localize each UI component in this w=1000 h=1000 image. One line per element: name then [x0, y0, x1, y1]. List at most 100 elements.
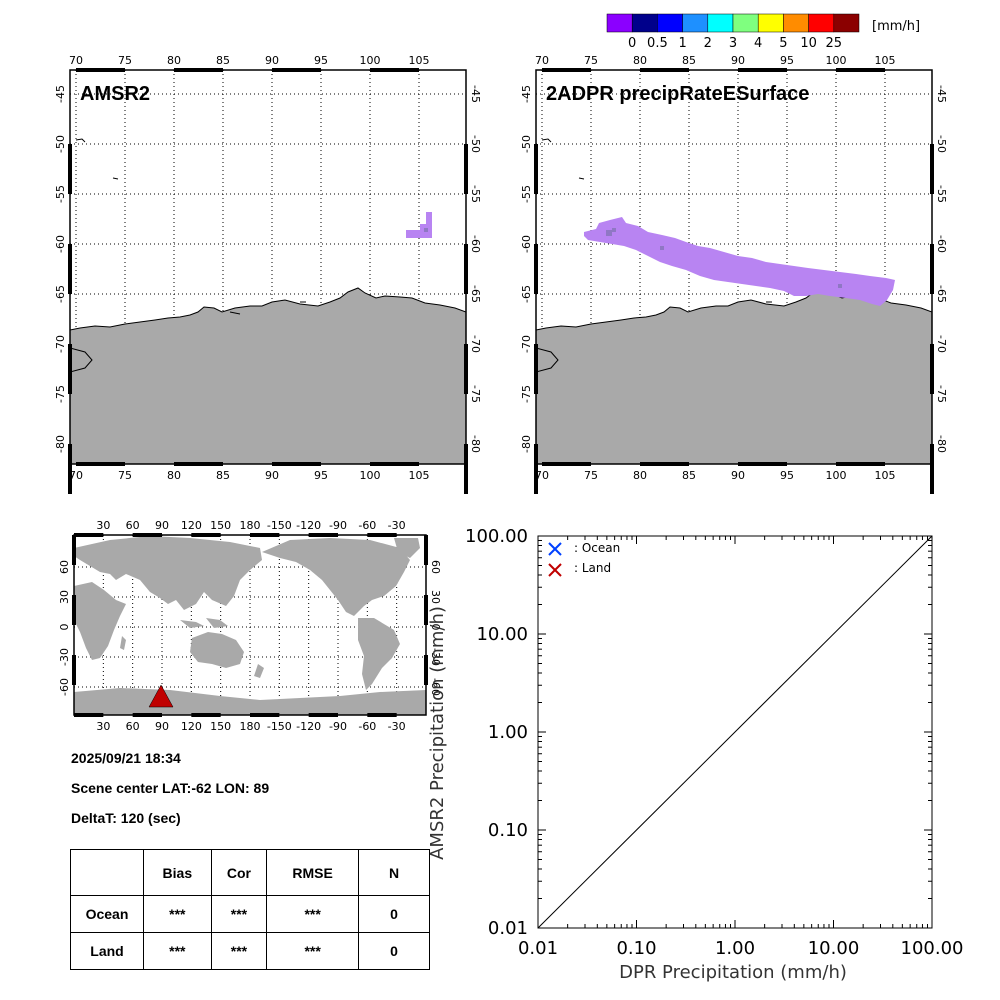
lat-tick-label: -70: [935, 335, 948, 353]
frame-bar: [424, 595, 428, 625]
lat-tick-label: -55: [935, 185, 948, 203]
lat-tick-label: -80: [935, 435, 948, 453]
world-lon-tick-label: 30: [96, 720, 110, 733]
lat-tick-label: -60: [54, 235, 67, 253]
legend-ocean-marker: [548, 542, 562, 556]
frame-bar: [367, 533, 397, 537]
lat-tick-label: -45: [54, 85, 67, 103]
frame-bar: [68, 444, 72, 494]
lat-tick-label: -70: [469, 335, 482, 353]
lon-tick-label: 70: [69, 54, 83, 67]
y-tick-label: 1.00: [488, 722, 528, 743]
world-lat-tick-label: 60: [429, 560, 442, 574]
world-lon-tick-label: 90: [155, 720, 169, 733]
legend-land-marker: [548, 563, 562, 577]
frame-bar: [534, 244, 538, 294]
frame-bar: [74, 713, 104, 717]
lat-tick-label: -45: [520, 85, 533, 103]
world-map: 30 30 60 60 90 90 120 120 150 150 180 180 -150 -150 -1…: [58, 519, 442, 733]
frame-bar: [191, 713, 221, 717]
frame-bar: [424, 655, 428, 685]
bias-value: ***: [143, 895, 212, 933]
world-lon-tick-label: -150: [267, 720, 292, 733]
legend-land-label: : Land: [574, 561, 611, 575]
lon-tick-label: 85: [682, 469, 696, 482]
lon-tick-label: 105: [875, 54, 896, 67]
lon-tick-label: 90: [731, 469, 745, 482]
lon-tick-label: 80: [633, 54, 647, 67]
lon-tick-label: 90: [731, 54, 745, 67]
lat-tick-label: -70: [520, 335, 533, 353]
world-lon-tick-label: 180: [240, 519, 261, 532]
africa-land: [74, 582, 126, 660]
datetime-text: 2025/09/21 18:34: [71, 750, 181, 766]
world-lon-tick-label: 120: [181, 519, 202, 532]
colorbar-swatch: [783, 13, 809, 33]
frame-bar: [308, 533, 338, 537]
bias-value: ***: [143, 932, 212, 970]
frame-bar: [72, 535, 76, 565]
panel-title-dpr: 2ADPR precipRateESurface: [546, 83, 809, 105]
lon-tick-label: 85: [216, 469, 230, 482]
frame-bar: [738, 68, 787, 72]
frame-bar: [534, 444, 538, 494]
frame-bar: [272, 462, 321, 466]
colorbar: 0 0.5 1 2 3 4 5 10 25 [mm/h]: [606, 13, 920, 51]
lat-tick-label: -75: [935, 385, 948, 403]
x-tick-label: 10.00: [808, 938, 860, 959]
frame-bar: [464, 444, 468, 494]
lat-tick-label: -55: [469, 185, 482, 203]
world-lon-tick-label: -120: [296, 519, 321, 532]
lat-tick-label: -50: [935, 135, 948, 153]
antarctica-land: [536, 287, 932, 464]
frame-bar: [74, 533, 104, 537]
row-label: Ocean: [70, 895, 144, 933]
frame-bar: [464, 244, 468, 294]
colorbar-swatch: [833, 13, 860, 33]
lon-tick-label: 105: [409, 469, 430, 482]
world-lon-tick-label: 30: [96, 519, 110, 532]
frame-bar: [738, 462, 787, 466]
lon-tick-label: 100: [360, 54, 381, 67]
frame-bar: [424, 535, 428, 565]
world-lon-tick-label: 120: [181, 720, 202, 733]
frame-bar: [272, 68, 321, 72]
colorbar-tick-label: 0.5: [647, 36, 668, 51]
frame-bar: [72, 655, 76, 685]
colorbar-tick-label: 1: [678, 36, 686, 51]
scatter-plot: 0.01 0.10 1.00 10.00 100.00 0.01 0.10 1.00 10.0…: [427, 526, 963, 983]
world-lat-tick-label: -30: [429, 648, 442, 666]
frame-bar: [464, 344, 468, 394]
stats-header-cor: Cor: [210, 849, 268, 896]
panel-title-amsr2: AMSR2: [80, 83, 150, 105]
colorbar-tick-label: 5: [779, 36, 787, 51]
lat-tick-label: -60: [520, 235, 533, 253]
lat-tick-label: -55: [54, 185, 67, 203]
world-lon-tick-label: 150: [210, 519, 231, 532]
lon-tick-label: 75: [584, 469, 598, 482]
stats-header-bias: Bias: [143, 849, 212, 896]
amsr2-precip-strip: [426, 212, 432, 232]
world-lat-tick-label: 30: [58, 590, 71, 604]
lat-tick-label: -50: [469, 135, 482, 153]
frame-bar: [68, 244, 72, 294]
colorbar-swatch: [606, 13, 633, 33]
lat-tick-label: -75: [469, 385, 482, 403]
stats-row-ocean: Ocean *** *** *** 0: [70, 895, 430, 933]
rmse-value: ***: [266, 895, 359, 933]
lat-tick-label: -60: [469, 235, 482, 253]
stats-row-land: Land *** *** *** 0: [70, 932, 430, 970]
lon-tick-label: 70: [535, 54, 549, 67]
frame-bar: [308, 713, 338, 717]
colorbar-swatch: [808, 13, 835, 33]
lat-tick-label: -70: [54, 335, 67, 353]
lon-tick-label: 80: [633, 469, 647, 482]
lon-tick-label: 70: [535, 469, 549, 482]
colorbar-swatch: [631, 13, 658, 33]
lat-tick-label: -60: [935, 235, 948, 253]
delta-t-text: DeltaT: 120 (sec): [71, 810, 181, 826]
frame-bar: [68, 344, 72, 394]
x-tick-label: 1.00: [715, 938, 755, 959]
cor-value: ***: [210, 895, 268, 933]
